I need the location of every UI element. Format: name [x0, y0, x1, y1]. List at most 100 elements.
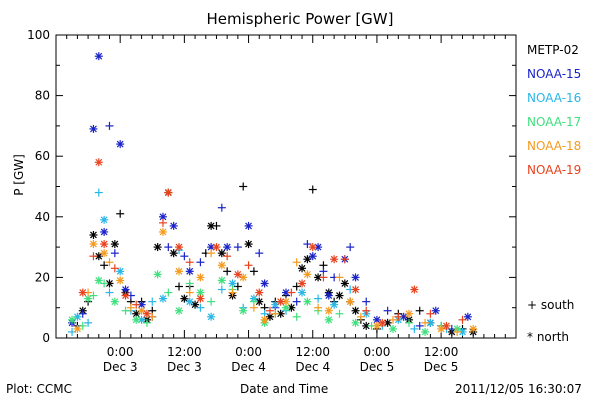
x-tick-label-time: 0:00 [235, 345, 262, 359]
data-point [314, 303, 323, 312]
data-point [308, 243, 317, 252]
x-axis-label: Date and Time [240, 382, 329, 396]
data-point [68, 315, 77, 324]
data-point [415, 321, 424, 330]
data-point [158, 212, 167, 221]
data-point [239, 182, 248, 191]
data-point [394, 312, 403, 321]
data-point [185, 258, 194, 267]
data-point [453, 327, 462, 336]
data-point [287, 288, 296, 297]
x-tick-label-time: 0:00 [107, 345, 134, 359]
data-point [142, 309, 151, 318]
data-point [388, 315, 397, 324]
legend-entry-noaa-16: NOAA-16 [527, 91, 582, 105]
data-point [142, 318, 151, 327]
data-point [346, 297, 355, 306]
data-point [346, 243, 355, 252]
data-point [84, 318, 93, 327]
data-point [116, 267, 125, 276]
data-point [458, 315, 467, 324]
data-point [265, 312, 274, 321]
data-point [217, 261, 226, 270]
data-point [207, 249, 216, 258]
data-point [244, 261, 253, 270]
data-point [175, 306, 184, 315]
data-point [351, 318, 360, 327]
data-point [185, 288, 194, 297]
data-point [164, 188, 173, 197]
data-point [249, 303, 258, 312]
data-point [94, 52, 103, 61]
data-point [421, 318, 430, 327]
data-point [405, 309, 414, 318]
legend-entry-noaa-19: NOAA-19 [527, 163, 582, 177]
data-point [383, 306, 392, 315]
data-point [276, 309, 285, 318]
data-point [175, 282, 184, 291]
data-point [164, 288, 173, 297]
x-tick-label-time: 12:00 [424, 345, 459, 359]
legend-south-marker: + south [527, 298, 575, 312]
data-point [180, 252, 189, 261]
data-point [110, 297, 119, 306]
data-point [100, 227, 109, 236]
data-point [196, 273, 205, 282]
data-point [132, 300, 141, 309]
y-tick-label: 60 [35, 149, 50, 163]
data-point [110, 264, 119, 273]
legend-entry-noaa-15: NOAA-15 [527, 67, 582, 81]
data-point [185, 279, 194, 288]
data-point [249, 267, 258, 276]
data-point [158, 227, 167, 236]
data-point [196, 258, 205, 267]
data-point [89, 124, 98, 133]
data-point [105, 288, 114, 297]
data-point [260, 315, 269, 324]
data-point [351, 273, 360, 282]
data-point [292, 312, 301, 321]
legend-north-marker: * north [527, 330, 570, 344]
x-tick-label-time: 12:00 [295, 345, 330, 359]
data-point [298, 264, 307, 273]
data-point [217, 249, 226, 258]
data-point [73, 324, 82, 333]
data-point [415, 306, 424, 315]
data-point [335, 273, 344, 282]
data-point [233, 270, 242, 279]
data-point [324, 291, 333, 300]
data-point [110, 240, 119, 249]
x-tick-label-date: Dec 5 [424, 360, 459, 374]
data-point [271, 300, 280, 309]
data-point [330, 300, 339, 309]
data-point [276, 297, 285, 306]
data-point [271, 309, 280, 318]
x-tick-label-date: Dec 3 [167, 360, 202, 374]
data-point [116, 209, 125, 218]
data-point [100, 261, 109, 270]
data-point [148, 297, 157, 306]
data-point [89, 291, 98, 300]
data-point [100, 240, 109, 249]
data-point [303, 297, 312, 306]
data-point [121, 306, 130, 315]
data-point [132, 315, 141, 324]
data-point [223, 267, 232, 276]
data-point [217, 276, 226, 285]
data-point [158, 294, 167, 303]
data-point [463, 312, 472, 321]
y-tick-label: 0 [42, 331, 50, 345]
data-point [94, 276, 103, 285]
data-point [314, 294, 323, 303]
data-point [89, 230, 98, 239]
data-point [356, 312, 365, 321]
data-point [212, 243, 221, 252]
x-tick-label-date: Dec 4 [231, 360, 266, 374]
x-tick-label-date: Dec 5 [360, 360, 395, 374]
y-tick-label: 100 [27, 28, 50, 42]
data-point [319, 273, 328, 282]
data-point [426, 309, 435, 318]
data-point [298, 279, 307, 288]
data-point [233, 243, 242, 252]
